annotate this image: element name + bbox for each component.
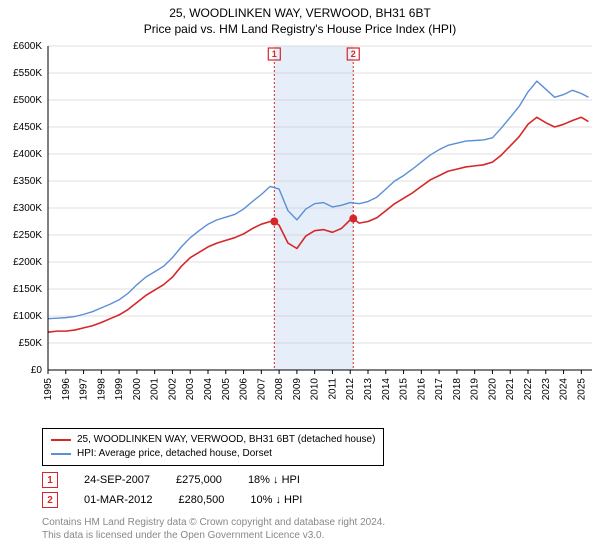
svg-text:2022: 2022	[523, 378, 534, 401]
svg-text:1: 1	[272, 49, 277, 59]
svg-text:2000: 2000	[132, 378, 143, 401]
svg-text:2003: 2003	[185, 378, 196, 401]
svg-text:2020: 2020	[487, 378, 498, 401]
table-row: 2 01-MAR-2012 £280,500 10% ↓ HPI	[42, 490, 302, 510]
transaction-delta: 10% ↓ HPI	[250, 494, 302, 506]
svg-text:£150K: £150K	[13, 284, 42, 295]
svg-text:1999: 1999	[114, 378, 125, 401]
legend-label: 25, WOODLINKEN WAY, VERWOOD, BH31 6BT (d…	[77, 433, 375, 447]
transaction-date: 24-SEP-2007	[84, 474, 150, 486]
transaction-price: £280,500	[178, 494, 224, 506]
svg-text:£200K: £200K	[13, 257, 42, 268]
svg-text:2013: 2013	[363, 378, 374, 401]
chart-area: £0 £50K £100K £150K £200K £250K £300K £350K £400…	[0, 42, 600, 422]
svg-text:2001: 2001	[150, 378, 161, 401]
transaction-marker: 2	[42, 492, 58, 508]
svg-text:£400K: £400K	[13, 149, 42, 160]
svg-text:£450K: £450K	[13, 122, 42, 133]
legend-label: HPI: Average price, detached house, Dors…	[77, 447, 272, 461]
footer-attribution: Contains HM Land Registry data © Crown c…	[42, 516, 385, 542]
svg-text:2015: 2015	[399, 378, 410, 401]
svg-text:1997: 1997	[79, 378, 90, 401]
chart-title: 25, WOODLINKEN WAY, VERWOOD, BH31 6BT	[0, 0, 600, 20]
svg-text:£500K: £500K	[13, 95, 42, 106]
svg-text:2004: 2004	[203, 378, 214, 401]
svg-text:2009: 2009	[292, 378, 303, 401]
svg-text:2006: 2006	[239, 378, 250, 401]
svg-text:2008: 2008	[274, 378, 285, 401]
svg-text:£600K: £600K	[13, 42, 42, 52]
legend-swatch	[51, 439, 71, 441]
svg-text:1995: 1995	[43, 378, 54, 401]
legend-row: HPI: Average price, detached house, Dors…	[51, 447, 375, 461]
chart-container: 25, WOODLINKEN WAY, VERWOOD, BH31 6BT Pr…	[0, 0, 600, 560]
transaction-marker: 1	[42, 472, 58, 488]
svg-text:2023: 2023	[541, 378, 552, 401]
legend-swatch	[51, 453, 71, 455]
svg-text:2024: 2024	[559, 378, 570, 401]
svg-text:2021: 2021	[505, 378, 516, 401]
svg-text:2012: 2012	[345, 378, 356, 401]
svg-text:1996: 1996	[61, 378, 72, 401]
transaction-price: £275,000	[176, 474, 222, 486]
svg-text:2010: 2010	[310, 378, 321, 401]
legend: 25, WOODLINKEN WAY, VERWOOD, BH31 6BT (d…	[42, 428, 384, 466]
svg-text:1998: 1998	[96, 378, 107, 401]
svg-text:2002: 2002	[167, 378, 178, 401]
table-row: 1 24-SEP-2007 £275,000 18% ↓ HPI	[42, 470, 302, 490]
svg-text:£300K: £300K	[13, 203, 42, 214]
svg-text:2025: 2025	[576, 378, 587, 401]
svg-text:2005: 2005	[221, 378, 232, 401]
transaction-date: 01-MAR-2012	[84, 494, 152, 506]
footer-line: Contains HM Land Registry data © Crown c…	[42, 516, 385, 529]
svg-text:£250K: £250K	[13, 230, 42, 241]
svg-text:2016: 2016	[416, 378, 427, 401]
svg-text:2011: 2011	[327, 378, 338, 400]
chart-subtitle: Price paid vs. HM Land Registry's House …	[0, 22, 600, 36]
svg-text:£0: £0	[31, 365, 43, 376]
legend-row: 25, WOODLINKEN WAY, VERWOOD, BH31 6BT (d…	[51, 433, 375, 447]
svg-text:£50K: £50K	[19, 338, 43, 349]
svg-text:2: 2	[351, 49, 356, 59]
svg-text:2018: 2018	[452, 378, 463, 401]
svg-text:£350K: £350K	[13, 176, 42, 187]
svg-text:2019: 2019	[470, 378, 481, 401]
footer-line: This data is licensed under the Open Gov…	[42, 529, 385, 542]
transactions-table: 1 24-SEP-2007 £275,000 18% ↓ HPI 2 01-MA…	[42, 470, 302, 510]
svg-text:2014: 2014	[381, 378, 392, 401]
svg-text:£550K: £550K	[13, 68, 42, 79]
svg-text:2017: 2017	[434, 378, 445, 401]
transaction-delta: 18% ↓ HPI	[248, 474, 300, 486]
svg-text:2007: 2007	[256, 378, 267, 401]
svg-text:£100K: £100K	[13, 311, 42, 322]
